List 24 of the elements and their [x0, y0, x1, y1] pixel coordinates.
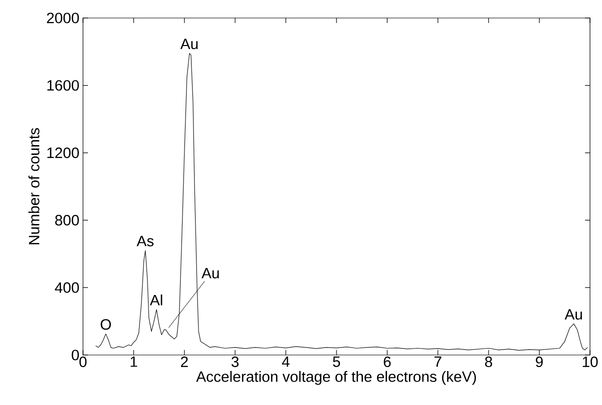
x-tick-label: 9 — [536, 356, 543, 368]
x-tick-label: 6 — [384, 356, 391, 368]
x-tick-label: 7 — [434, 356, 442, 367]
annotation: Au — [180, 38, 198, 50]
x-tick-label: 0 — [79, 356, 87, 368]
annotation: O — [100, 319, 111, 330]
x-tick-label: 8 — [485, 356, 492, 368]
annotation: Au — [564, 309, 582, 320]
y-tick-label: 400 — [54, 282, 79, 293]
x-tick-label: 5 — [332, 356, 340, 367]
y-tick-label: 1600 — [47, 80, 79, 91]
annotation: As — [136, 236, 154, 246]
y-axis-title: Number of counts — [28, 128, 40, 244]
y-tick-label: 800 — [55, 214, 79, 226]
y-tick-label: 1200 — [47, 148, 79, 158]
x-tick-label: 2 — [180, 356, 188, 367]
x-tick-label: 10 — [582, 356, 598, 368]
y-tick-label: 2000 — [46, 12, 79, 24]
x-tick-label: 3 — [232, 356, 239, 368]
annotation: Au — [202, 268, 219, 278]
x-tick-label: 4 — [282, 356, 290, 367]
annotation: Al — [150, 294, 162, 306]
x-axis-title: Acceleration voltage of the electrons (keV) — [196, 370, 476, 385]
x-tick-label: 1 — [130, 356, 138, 367]
